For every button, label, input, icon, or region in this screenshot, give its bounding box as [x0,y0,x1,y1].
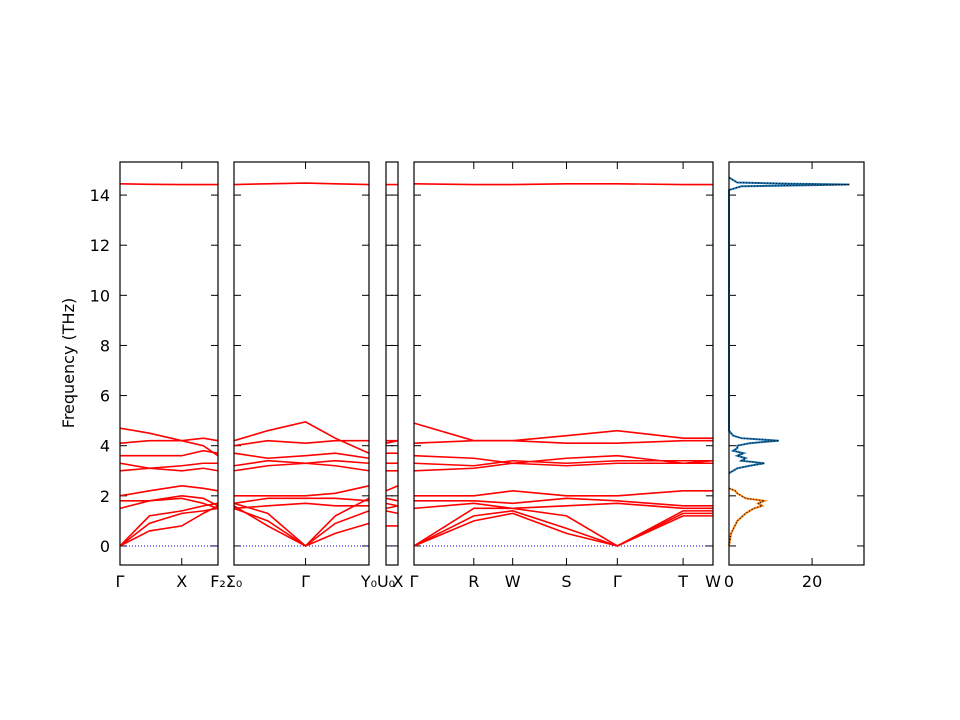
band-line [233,459,370,467]
x-tick-label: X [176,572,187,591]
band-line [385,497,399,502]
panel-frame [385,161,399,566]
y-tick-label: 8 [100,336,110,355]
band-line [233,497,370,548]
band-line [385,502,399,507]
x-tick-label: Γ [116,572,125,591]
y-tick-label: 12 [90,236,110,255]
panel-frame [413,161,714,566]
x-tick-label: 0 [724,572,734,591]
band-line [413,422,713,442]
y-axis-label: Frequency (THz) [59,298,78,428]
band-line [119,484,219,497]
band-line [413,510,713,547]
band-line [233,502,369,510]
x-tick-label: Γ [613,572,622,591]
x-tick-label: R [468,572,479,591]
x-tick-label: Y₀ [360,572,377,591]
x-tick-label: Γ [410,572,419,591]
dos-line-dots [728,487,767,547]
band-line [233,182,370,186]
y-tick-label: 0 [100,537,110,556]
band-line [119,507,219,547]
panel-frame [233,161,370,566]
x-tick-label: F₂ [210,572,226,591]
band-line [234,485,370,497]
band-line [119,462,218,470]
band-line [413,439,713,444]
x-tick-label: U₀ [377,572,395,591]
x-tick-label: S [561,572,571,591]
x-tick-label: 20 [802,572,822,591]
dos-line-dots [728,177,850,474]
band-line [414,497,713,507]
x-tick-label: W [505,572,521,591]
x-tick-label: W [705,572,721,591]
panel-frame [728,161,865,566]
band-line [119,427,219,442]
band-line [385,505,399,510]
band-line [119,467,219,472]
band-line [385,510,399,515]
band-line [413,454,714,465]
band-line [119,502,219,547]
band-line [413,502,713,510]
x-tick-label: Σ₀ [226,572,243,591]
band-line [119,497,219,510]
band-line [233,421,370,454]
x-tick-label: Γ [301,572,310,591]
band-line [385,485,399,492]
band-line [233,439,369,447]
band-line [120,449,219,457]
y-tick-label: 14 [90,186,110,205]
y-tick-label: 6 [100,387,110,406]
band-line [119,505,219,547]
band-line [119,183,218,186]
band-line [233,497,370,505]
panel-frame [119,161,219,566]
band-line [233,507,370,547]
band-line [414,490,713,497]
band-line [120,495,219,507]
dos-line [728,176,850,475]
y-tick-label: 10 [90,286,110,305]
band-line [233,452,370,460]
y-tick-label: 4 [100,437,110,456]
band-line [119,439,219,457]
dos-line [728,487,769,547]
band-line [233,462,370,472]
band-line [413,183,713,186]
band-line [413,459,713,467]
band-line [233,505,370,547]
x-tick-label: X [393,572,404,591]
band-line [413,507,713,547]
band-line [413,512,713,547]
y-tick-label: 2 [100,487,110,506]
x-tick-label: T [677,572,688,591]
